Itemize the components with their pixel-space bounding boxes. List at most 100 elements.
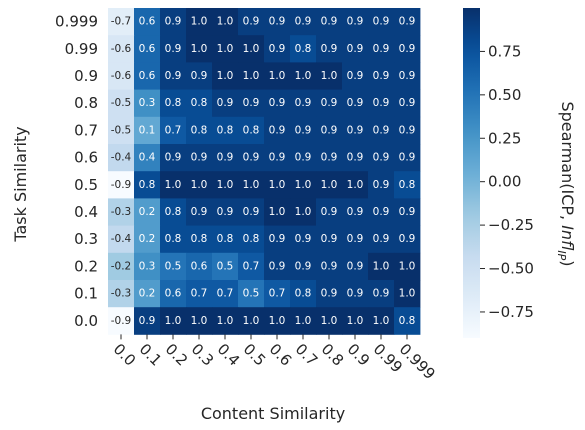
x-tick-label: 0.99 — [370, 340, 406, 376]
heatmap-cell — [290, 8, 317, 36]
cell-value-label: 0.9 — [269, 16, 286, 28]
cell-value-label: 0.9 — [347, 43, 364, 55]
cell-value-label: 0.9 — [373, 97, 390, 109]
y-axis-title: Task Similarity — [11, 126, 30, 242]
heatmap-cell — [342, 225, 369, 254]
cell-value-label: 0.8 — [191, 97, 208, 109]
cell-value-label: 0.9 — [373, 206, 390, 218]
heatmap-cell — [238, 307, 265, 335]
heatmap-cell — [290, 307, 317, 335]
cell-value-label: 0.8 — [295, 288, 312, 300]
heatmap-cell — [316, 35, 343, 63]
cell-value-label: 0.9 — [347, 124, 364, 136]
heatmap-cell — [160, 8, 187, 36]
cell-value-label: 0.9 — [399, 233, 416, 245]
cell-value-label: 0.9 — [347, 152, 364, 164]
heatmap-cell — [212, 252, 239, 281]
cell-value-label: 0.9 — [399, 16, 416, 28]
heatmap-cell — [134, 252, 161, 281]
cell-value-label: 1.0 — [347, 179, 364, 191]
heatmap-cell — [238, 198, 265, 226]
cell-value-label: 1.0 — [269, 70, 286, 82]
heatmap-cell — [134, 171, 161, 199]
x-tick-label: 0.0 — [110, 340, 140, 370]
cell-value-label: 0.5 — [217, 260, 234, 272]
cell-value-label: 1.0 — [295, 315, 312, 327]
colorbar-tick-label: −0.50 — [488, 260, 534, 278]
cell-value-label: 0.9 — [399, 206, 416, 218]
cell-value-label: 0.9 — [321, 43, 338, 55]
heatmap-cell — [238, 225, 265, 254]
cell-value-label: 0.9 — [243, 206, 260, 218]
heatmap-cell — [290, 198, 317, 226]
heatmap-cell — [108, 171, 135, 199]
heatmap-cell — [394, 89, 421, 118]
x-tick-label: 0.9 — [344, 340, 374, 370]
y-tick-label: 0.9 — [74, 67, 98, 85]
cell-value-label: 0.9 — [399, 70, 416, 82]
heatmap-cell — [134, 35, 161, 63]
cell-value-label: 0.6 — [139, 70, 156, 82]
cell-value-label: 0.9 — [269, 233, 286, 245]
heatmap-cell — [186, 62, 213, 90]
heatmap-cell — [186, 144, 213, 172]
colorbar-label-main: Spearman(ICP, — [558, 101, 577, 225]
heatmap-cell — [342, 198, 369, 226]
cell-value-label: 0.8 — [295, 43, 312, 55]
cell-value-label: 0.8 — [399, 179, 416, 191]
heatmap-cell — [368, 89, 395, 118]
heatmap-cell — [212, 225, 239, 254]
cell-value-label: 0.9 — [347, 288, 364, 300]
cell-value-label: 0.7 — [243, 260, 260, 272]
cell-value-label: 0.7 — [217, 288, 234, 300]
cell-value-label: 1.0 — [217, 179, 234, 191]
heatmap-cell — [264, 307, 291, 335]
heatmap-cell — [186, 280, 213, 308]
cell-value-label: 0.8 — [191, 124, 208, 136]
cell-value-label: 0.8 — [217, 233, 234, 245]
heatmap-cell — [186, 35, 213, 63]
cell-value-label: 0.9 — [295, 124, 312, 136]
heatmap-cell — [108, 252, 135, 281]
heatmap-cell — [290, 62, 317, 90]
cell-value-label: 0.9 — [217, 152, 234, 164]
cell-value-label: -0.2 — [111, 260, 132, 272]
heatmap-cell — [238, 252, 265, 281]
y-tick-label: 0.999 — [55, 13, 98, 31]
heatmap-cell — [264, 116, 291, 145]
heatmap-cell — [342, 62, 369, 90]
heatmap-cell — [212, 280, 239, 308]
heatmap-cell — [238, 62, 265, 90]
heatmap-cell — [368, 35, 395, 63]
x-tick-label: 0.3 — [188, 340, 218, 370]
cell-value-label: 0.8 — [191, 233, 208, 245]
heatmap-cell — [394, 171, 421, 199]
heatmap-cell — [238, 144, 265, 172]
colorbar-label-close: ) — [558, 260, 577, 266]
x-tick-label: 0.2 — [162, 340, 192, 370]
cell-value-label: 0.9 — [347, 97, 364, 109]
cell-value-label: 0.9 — [399, 43, 416, 55]
cell-value-label: -0.6 — [111, 70, 132, 82]
heatmap-cell — [186, 8, 213, 36]
cell-value-label: 0.9 — [269, 97, 286, 109]
y-tick-label: 0.99 — [65, 40, 98, 58]
cell-value-label: 1.0 — [295, 70, 312, 82]
heatmap-cell — [186, 225, 213, 254]
cell-value-label: 0.9 — [295, 152, 312, 164]
heatmap-cell — [134, 62, 161, 90]
cell-value-label: 1.0 — [399, 260, 416, 272]
cell-value-label: 1.0 — [217, 16, 234, 28]
heatmap-cell — [186, 252, 213, 281]
cell-value-label: 1.0 — [269, 179, 286, 191]
cell-value-label: 0.9 — [243, 16, 260, 28]
cell-value-label: -0.3 — [111, 206, 132, 218]
cell-value-label: -0.5 — [111, 124, 132, 136]
x-tick-label: 0.8 — [318, 340, 348, 370]
cell-value-label: 0.1 — [139, 124, 156, 136]
cell-value-label: -0.7 — [111, 16, 132, 28]
heatmap-cell — [108, 280, 135, 308]
heatmap-cell — [342, 252, 369, 281]
heatmap-cell — [316, 116, 343, 145]
cell-value-label: 0.9 — [373, 16, 390, 28]
